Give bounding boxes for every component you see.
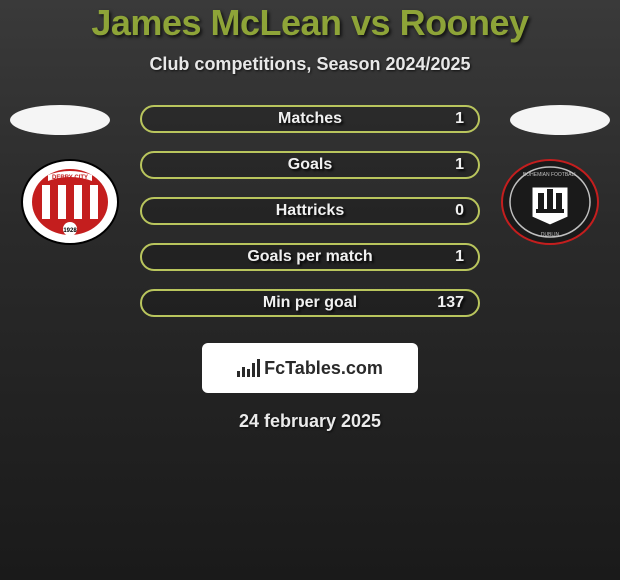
team-crest-left: DERRY CITY 1928 bbox=[20, 159, 120, 245]
svg-text:BOHEMIAN FOOTBALL: BOHEMIAN FOOTBALL bbox=[523, 172, 577, 178]
svg-text:1928: 1928 bbox=[63, 228, 77, 234]
player-marker-right bbox=[510, 105, 610, 135]
stat-rows: Matches 1 Goals 1 Hattricks 0 Goals per … bbox=[140, 105, 480, 335]
stat-label: Matches bbox=[278, 110, 342, 128]
stats-area: DERRY CITY 1928 BOHEMIAN FOOTBALL DUBLIN… bbox=[0, 105, 620, 325]
stat-value-right: 1 bbox=[455, 248, 464, 266]
player-marker-left bbox=[10, 105, 110, 135]
stat-row-hattricks: Hattricks 0 bbox=[140, 197, 480, 225]
chart-bars-icon bbox=[237, 359, 260, 377]
team-crest-right: BOHEMIAN FOOTBALL DUBLIN bbox=[500, 159, 600, 245]
comparison-widget: James McLean vs Rooney Club competitions… bbox=[0, 0, 620, 432]
svg-text:DUBLIN: DUBLIN bbox=[541, 232, 560, 238]
stat-row-goals: Goals 1 bbox=[140, 151, 480, 179]
bohemian-fc-crest-icon: BOHEMIAN FOOTBALL DUBLIN bbox=[500, 159, 600, 245]
date-text: 24 february 2025 bbox=[0, 411, 620, 432]
stat-label: Goals bbox=[288, 156, 332, 174]
logo-text: FcTables.com bbox=[264, 358, 383, 379]
subtitle: Club competitions, Season 2024/2025 bbox=[0, 54, 620, 75]
stat-row-matches: Matches 1 bbox=[140, 105, 480, 133]
stat-label: Goals per match bbox=[247, 248, 372, 266]
stat-label: Hattricks bbox=[276, 202, 344, 220]
stat-row-min-per-goal: Min per goal 137 bbox=[140, 289, 480, 317]
stat-value-right: 0 bbox=[455, 202, 464, 220]
stat-value-right: 1 bbox=[455, 110, 464, 128]
stat-label: Min per goal bbox=[263, 294, 357, 312]
page-title: James McLean vs Rooney bbox=[0, 0, 620, 44]
svg-text:DERRY CITY: DERRY CITY bbox=[52, 175, 88, 181]
logo-content: FcTables.com bbox=[237, 358, 383, 379]
derry-city-crest-icon: DERRY CITY 1928 bbox=[20, 159, 120, 245]
stat-value-right: 1 bbox=[455, 156, 464, 174]
branding-box[interactable]: FcTables.com bbox=[202, 343, 418, 393]
stat-value-right: 137 bbox=[437, 294, 464, 312]
stat-row-goals-per-match: Goals per match 1 bbox=[140, 243, 480, 271]
